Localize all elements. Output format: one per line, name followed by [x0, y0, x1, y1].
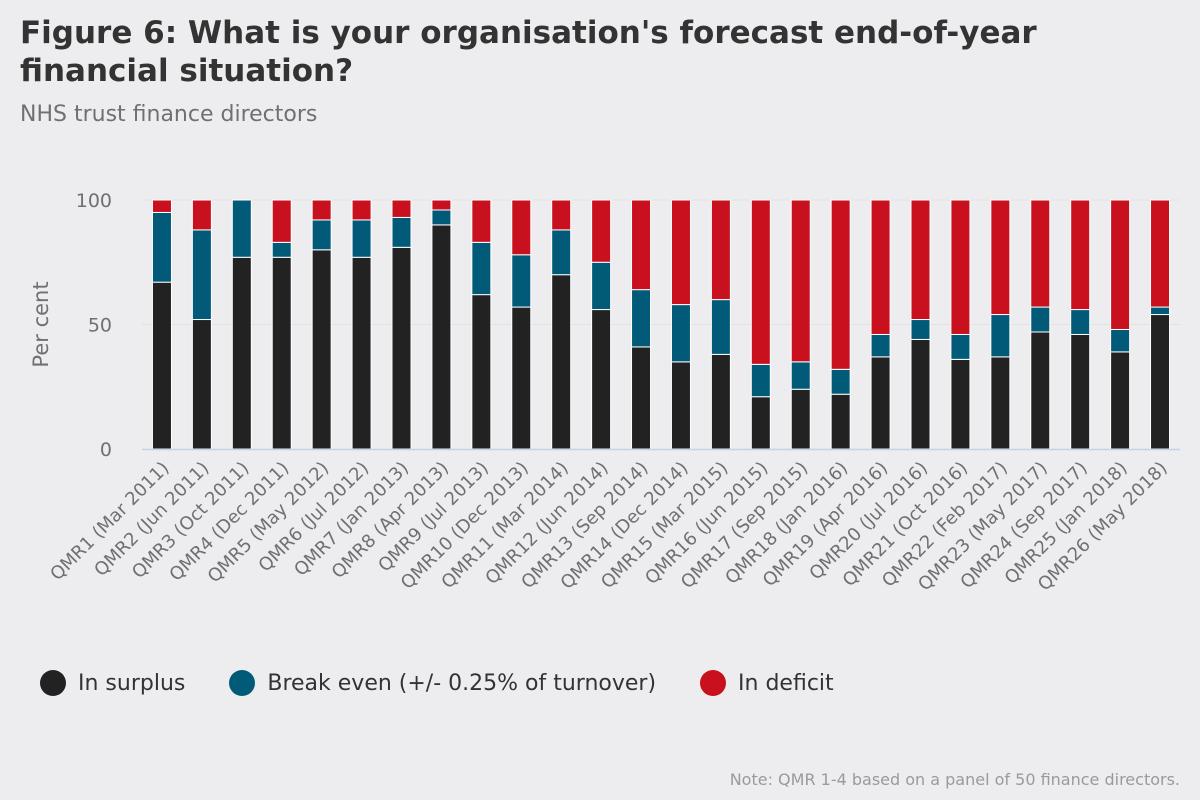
bar-segment-surplus: [511, 306, 532, 450]
bar-segment-surplus: [870, 356, 891, 450]
bar-segment-surplus: [830, 393, 851, 450]
bar-segment-deficit: [910, 199, 931, 321]
bar-segment-break-even: [750, 363, 771, 398]
bar-segment-break-even: [271, 241, 292, 258]
bar-segment-deficit: [670, 199, 691, 306]
bar-segment-deficit: [311, 199, 332, 221]
legend-item-break-even[interactable]: Break even (+/- 0.25% of turnover): [229, 670, 656, 696]
bar-segment-break-even: [870, 333, 891, 358]
bar-segment-break-even: [1110, 328, 1131, 353]
bar-segment-surplus: [431, 224, 452, 450]
bar-segment-break-even: [511, 254, 532, 308]
bar-segment-surplus: [311, 249, 332, 450]
bar-segment-surplus: [750, 396, 771, 450]
bar-segment-break-even: [191, 229, 212, 321]
legend-label-surplus: In surplus: [78, 670, 186, 696]
bar-segment-surplus: [1070, 333, 1091, 450]
legend: In surplus Break even (+/- 0.25% of turn…: [40, 670, 878, 696]
bar-segment-surplus: [551, 274, 572, 450]
bar-segment-deficit: [591, 199, 612, 263]
bar-segment-deficit: [271, 199, 292, 243]
bar-segment-surplus: [1110, 351, 1131, 450]
bar-segment-break-even: [431, 209, 452, 226]
bar-segment-deficit: [191, 199, 212, 231]
bar-segment-break-even: [910, 319, 931, 340]
bar-segment-deficit: [391, 199, 412, 218]
bar-segment-surplus: [710, 353, 731, 450]
chart-subtitle: NHS trust finance directors: [20, 102, 318, 127]
legend-swatch-surplus: [40, 670, 66, 696]
bar-segment-break-even: [790, 361, 811, 390]
bar-segment-surplus: [1150, 314, 1171, 450]
bar-segment-deficit: [471, 199, 492, 243]
bar-segment-break-even: [830, 368, 851, 395]
legend-item-deficit[interactable]: In deficit: [700, 670, 834, 696]
bar-segment-deficit: [990, 199, 1011, 316]
bar-segment-surplus: [950, 358, 971, 450]
y-tick-label: 0: [100, 439, 112, 461]
bar-segment-surplus: [670, 361, 691, 450]
bar-segment-break-even: [990, 314, 1011, 358]
y-tick-label: 100: [76, 190, 112, 212]
legend-swatch-break-even: [229, 670, 256, 696]
bar-segment-deficit: [431, 199, 452, 211]
bar-segment-surplus: [231, 256, 252, 450]
bar-segment-surplus: [790, 388, 811, 450]
bar-segment-deficit: [790, 199, 811, 363]
bar-segment-deficit: [870, 199, 891, 335]
bar-segment-surplus: [910, 338, 931, 450]
bar-segment-break-even: [151, 211, 172, 283]
bar-segment-surplus: [351, 256, 372, 450]
bar-segment-deficit: [1110, 199, 1131, 330]
footnote: Note: QMR 1-4 based on a panel of 50 fin…: [729, 770, 1180, 789]
bar-segment-break-even: [471, 241, 492, 296]
bar-segment-break-even: [231, 199, 252, 258]
bar-segment-surplus: [151, 281, 172, 450]
bar-segment-break-even: [1150, 306, 1171, 316]
bar-segment-surplus: [591, 309, 612, 450]
bar-segment-break-even: [950, 333, 971, 360]
chart-title: Figure 6: What is your organisation's fo…: [20, 15, 1037, 89]
bar-segment-break-even: [311, 219, 332, 251]
bar-segment-break-even: [1030, 306, 1051, 333]
bar-segment-break-even: [351, 219, 372, 258]
bar-segment-deficit: [1070, 199, 1091, 311]
bar-segment-break-even: [391, 216, 412, 248]
bar-segment-surplus: [271, 256, 292, 450]
bar-segment-deficit: [351, 199, 372, 221]
bar-segment-deficit: [750, 199, 771, 365]
bar-segment-surplus: [631, 346, 652, 450]
legend-label-deficit: In deficit: [738, 670, 834, 696]
bar-segment-break-even: [710, 299, 731, 355]
bar-segment-surplus: [391, 246, 412, 450]
y-axis-label: Per cent: [29, 281, 53, 367]
legend-swatch-deficit: [700, 670, 727, 696]
bar-segment-break-even: [591, 261, 612, 311]
bar-segment-deficit: [1030, 199, 1051, 308]
bar-segment-deficit: [950, 199, 971, 335]
bar-segment-deficit: [1150, 199, 1171, 308]
bar-segment-surplus: [1030, 331, 1051, 450]
bar-segment-break-even: [670, 304, 691, 363]
bar-segment-deficit: [511, 199, 532, 256]
bar-segment-deficit: [551, 199, 572, 231]
bar-segment-surplus: [990, 356, 1011, 450]
y-tick-label: 50: [88, 315, 112, 337]
bar-segment-deficit: [710, 199, 731, 301]
bar-segment-surplus: [471, 294, 492, 450]
bar-segment-break-even: [631, 289, 652, 348]
legend-label-break-even: Break even (+/- 0.25% of turnover): [267, 670, 657, 696]
bar-segment-deficit: [151, 199, 172, 213]
bar-segment-break-even: [1070, 309, 1091, 335]
bar-segment-deficit: [631, 199, 652, 291]
bar-segment-deficit: [830, 199, 851, 370]
bar-segment-break-even: [551, 229, 572, 276]
bar-segment-surplus: [191, 319, 212, 450]
legend-item-surplus[interactable]: In surplus: [40, 670, 185, 696]
